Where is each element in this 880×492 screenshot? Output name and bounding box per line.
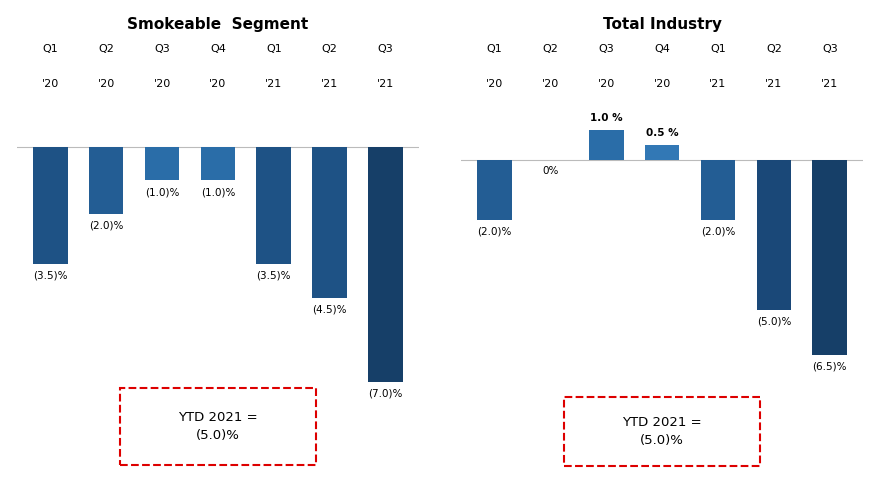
Text: '20: '20 <box>598 79 615 89</box>
Text: '21: '21 <box>321 79 338 89</box>
Text: Q4: Q4 <box>654 44 670 54</box>
Title: Total Industry: Total Industry <box>603 17 722 31</box>
Text: '20: '20 <box>153 79 171 89</box>
Text: (3.5)%: (3.5)% <box>257 271 291 281</box>
Text: Q2: Q2 <box>322 44 338 54</box>
Text: '20: '20 <box>486 79 503 89</box>
Text: '21: '21 <box>709 79 727 89</box>
Text: (2.0)%: (2.0)% <box>700 226 735 237</box>
Text: '20: '20 <box>542 79 559 89</box>
Text: (2.0)%: (2.0)% <box>89 220 123 231</box>
Text: '20: '20 <box>209 79 226 89</box>
Text: Q2: Q2 <box>542 44 558 54</box>
Bar <box>589 130 624 160</box>
Text: '21: '21 <box>265 79 282 89</box>
Text: (2.0)%: (2.0)% <box>477 226 511 237</box>
Text: YTD 2021 =
(5.0)%: YTD 2021 = (5.0)% <box>178 411 258 442</box>
Bar <box>33 147 68 264</box>
Text: '21: '21 <box>377 79 394 89</box>
Text: 0.5 %: 0.5 % <box>646 128 678 138</box>
Text: Q1: Q1 <box>266 44 282 54</box>
FancyBboxPatch shape <box>564 397 760 466</box>
Text: '20: '20 <box>654 79 671 89</box>
Text: (4.5)%: (4.5)% <box>312 304 347 314</box>
Bar <box>89 147 123 214</box>
Bar <box>757 160 791 310</box>
Text: Q2: Q2 <box>766 44 781 54</box>
Bar <box>477 160 511 220</box>
Bar <box>645 145 679 160</box>
Bar <box>201 147 235 181</box>
Text: (5.0)%: (5.0)% <box>757 317 791 327</box>
Text: Q3: Q3 <box>598 44 614 54</box>
Text: Q3: Q3 <box>378 44 393 54</box>
Text: '21: '21 <box>821 79 839 89</box>
Text: Q3: Q3 <box>154 44 170 54</box>
Bar <box>700 160 736 220</box>
Bar <box>812 160 847 355</box>
FancyBboxPatch shape <box>120 388 316 465</box>
Text: (7.0)%: (7.0)% <box>369 388 403 398</box>
Text: Q3: Q3 <box>822 44 838 54</box>
Text: (6.5)%: (6.5)% <box>812 362 847 372</box>
Text: (1.0)%: (1.0)% <box>145 187 180 197</box>
Text: '20: '20 <box>41 79 59 89</box>
Bar <box>369 147 403 381</box>
Text: 0%: 0% <box>542 166 559 177</box>
Bar <box>256 147 291 264</box>
Text: YTD 2021 =
(5.0)%: YTD 2021 = (5.0)% <box>622 416 702 447</box>
Text: (3.5)%: (3.5)% <box>33 271 68 281</box>
Text: Q4: Q4 <box>210 44 226 54</box>
Text: '20: '20 <box>98 79 114 89</box>
Text: '21: '21 <box>766 79 782 89</box>
Text: Q2: Q2 <box>99 44 114 54</box>
Bar <box>144 147 180 181</box>
Bar <box>312 147 347 298</box>
Title: Smokeable  Segment: Smokeable Segment <box>128 17 309 31</box>
Text: Q1: Q1 <box>710 44 726 54</box>
Text: (1.0)%: (1.0)% <box>201 187 235 197</box>
Text: Q1: Q1 <box>487 44 502 54</box>
Text: 1.0 %: 1.0 % <box>590 113 622 123</box>
Text: Q1: Q1 <box>42 44 58 54</box>
